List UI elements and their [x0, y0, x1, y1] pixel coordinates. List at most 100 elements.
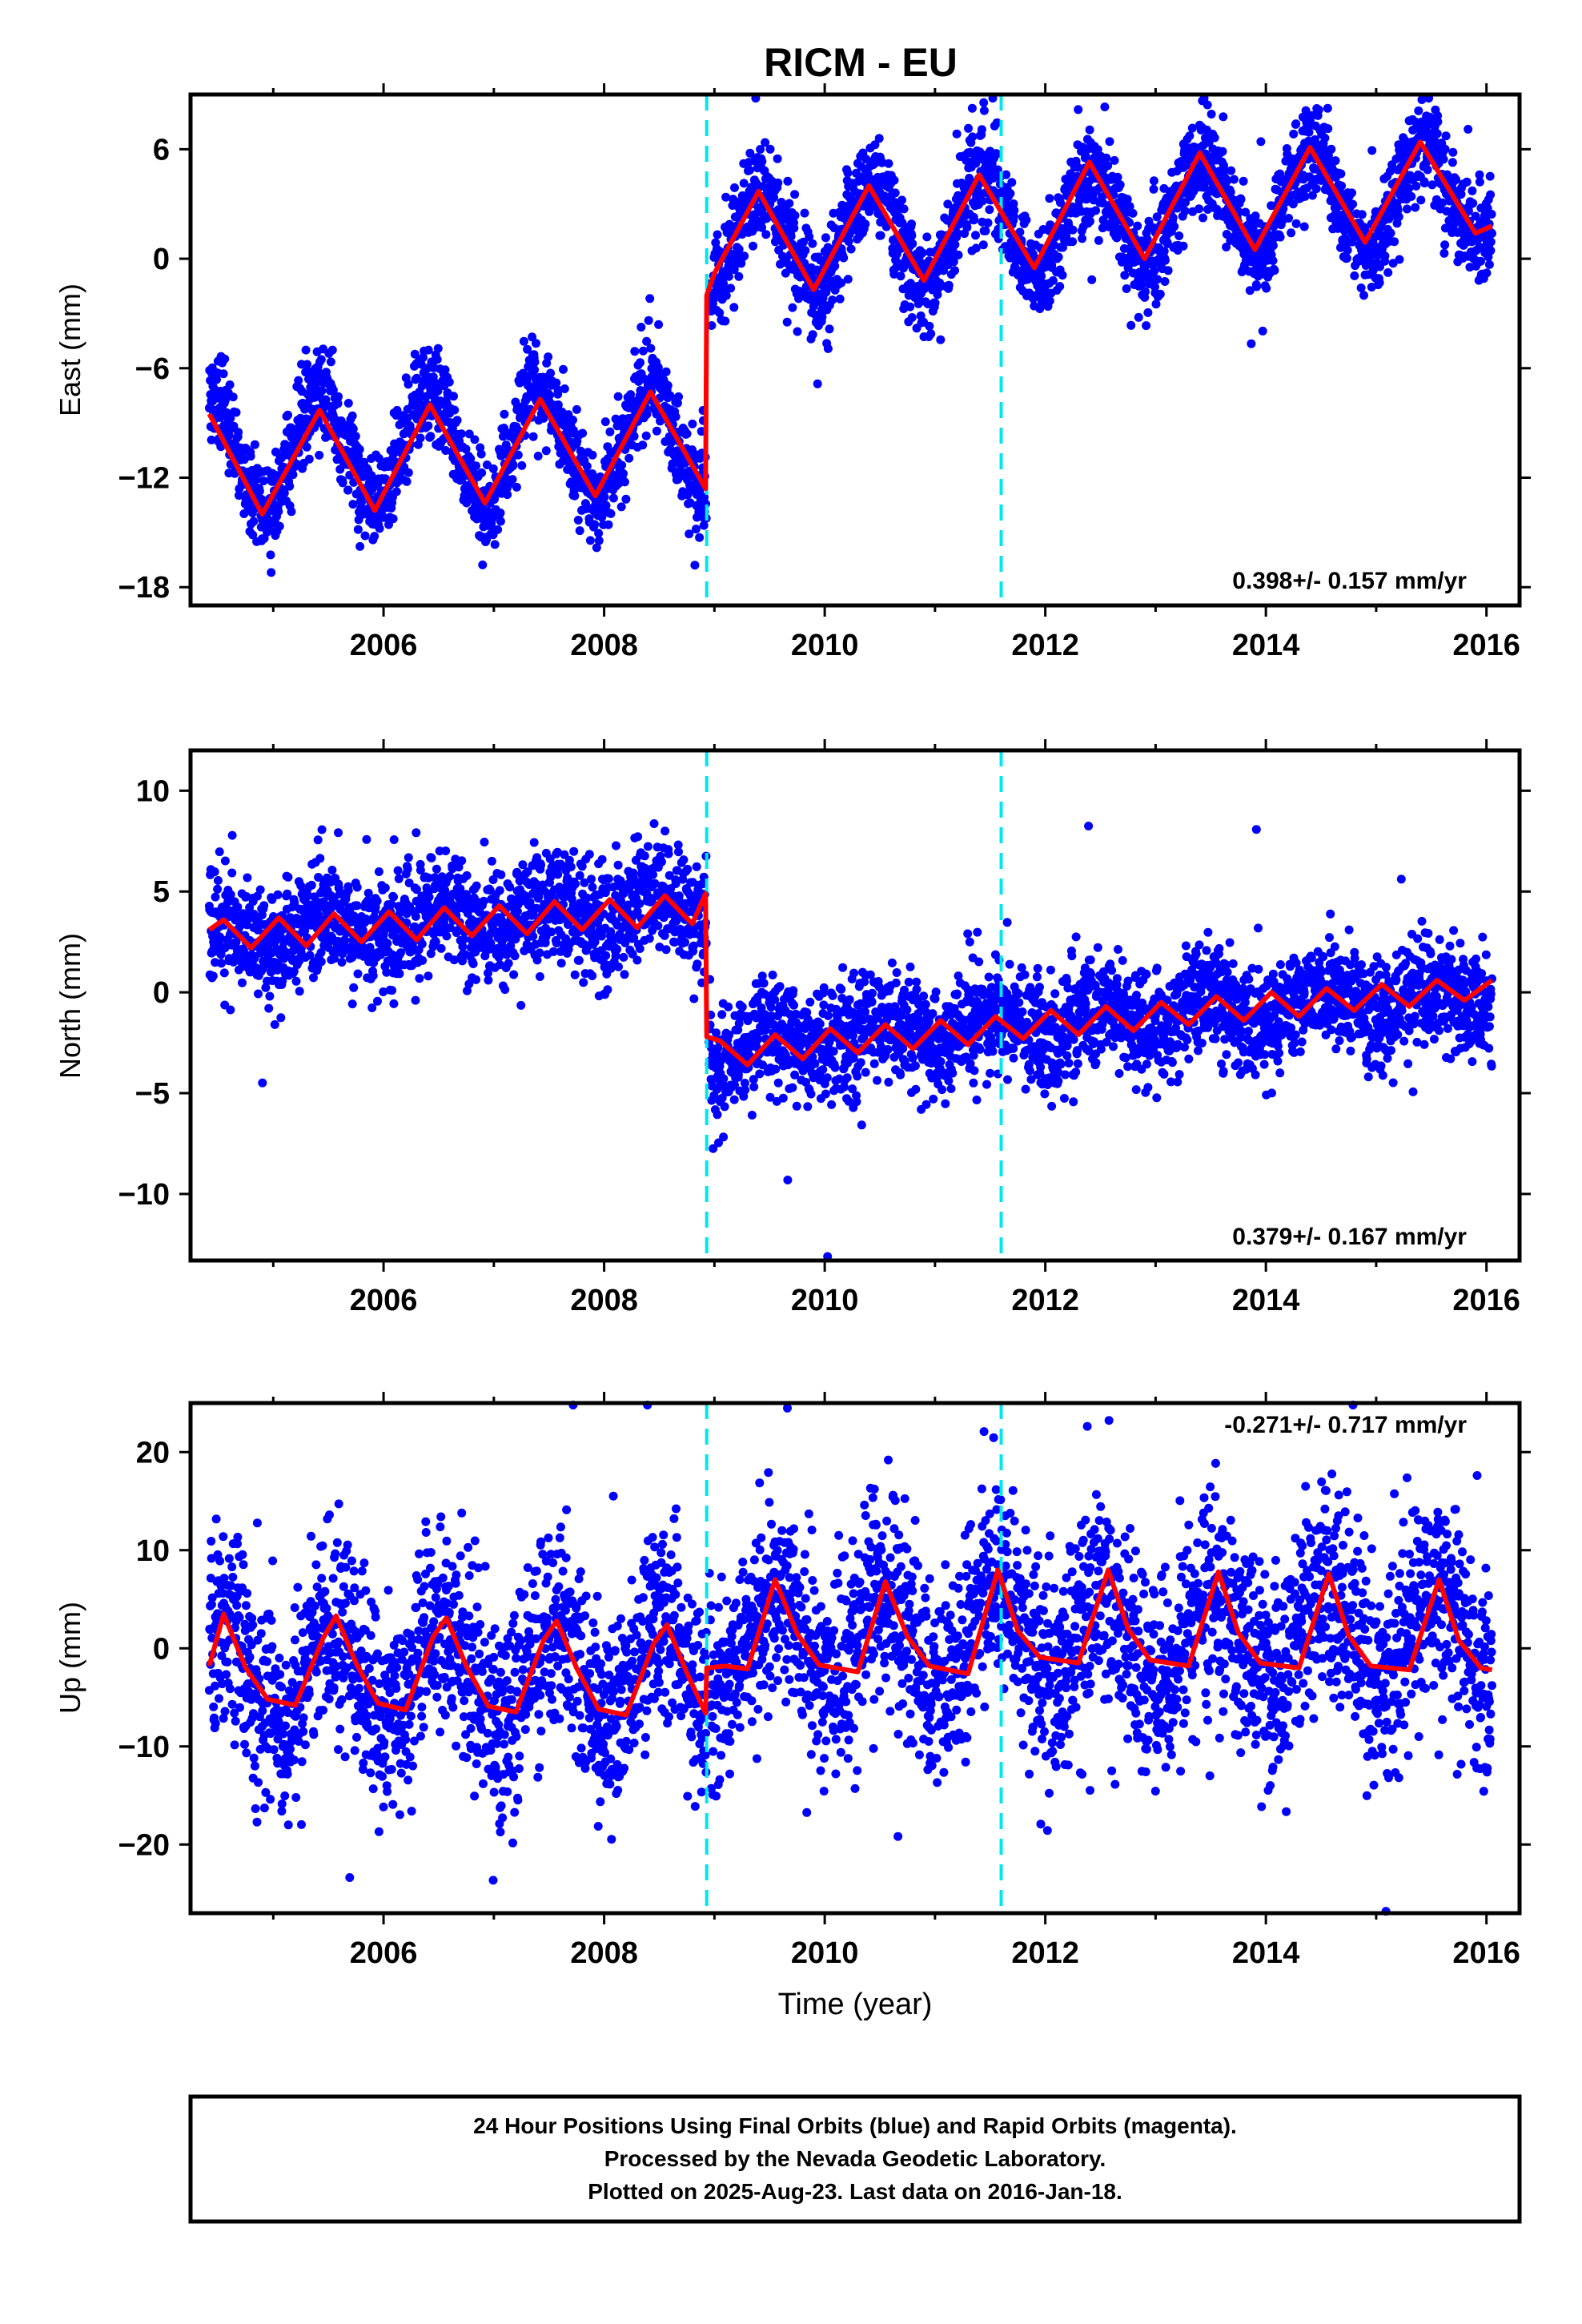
- east-data-point: [740, 251, 749, 260]
- east-data-point: [574, 516, 583, 525]
- east-data-point: [788, 304, 797, 312]
- east-data-point: [789, 223, 798, 232]
- east-data-point: [1002, 171, 1010, 179]
- east-data-point: [1292, 219, 1301, 228]
- east-data-point: [757, 157, 766, 166]
- east-data-point: [783, 177, 792, 186]
- east-data-point: [721, 317, 729, 326]
- east-data-point: [1069, 226, 1078, 235]
- east-data-point: [514, 451, 523, 460]
- east-data-point: [1102, 154, 1110, 163]
- east-data-point: [426, 432, 435, 440]
- east-data-point: [642, 410, 651, 419]
- east-data-point: [477, 468, 486, 477]
- east-data-point: [1046, 296, 1054, 305]
- east-data-point: [908, 239, 917, 248]
- east-data-point: [830, 262, 839, 271]
- east-data-point: [1122, 284, 1131, 293]
- east-data-point: [891, 188, 900, 197]
- east-data-point: [318, 386, 327, 395]
- east-data-point: [355, 542, 364, 551]
- east-data-point: [950, 266, 959, 275]
- east-data-point: [445, 378, 454, 387]
- east-data-point: [1287, 228, 1295, 237]
- east-data-point: [925, 322, 934, 331]
- east-data-point: [1022, 215, 1030, 224]
- east-data-point: [662, 368, 671, 376]
- east-data-point: [801, 209, 809, 218]
- east-data-point: [809, 330, 817, 339]
- east-data-point: [1185, 131, 1194, 140]
- east-data-point: [334, 392, 343, 401]
- east-data-point: [229, 392, 238, 401]
- east-data-point: [1284, 214, 1293, 223]
- east-data-point: [821, 233, 830, 242]
- east-data-point: [457, 429, 466, 438]
- east-data-point: [1152, 300, 1161, 308]
- east-data-point: [1269, 241, 1278, 250]
- east-data-point: [674, 392, 683, 401]
- east-data-point: [404, 380, 413, 388]
- east-data-point: [348, 412, 357, 420]
- east-data-point: [496, 509, 505, 517]
- east-data-point: [605, 428, 614, 436]
- east-data-point: [1301, 192, 1310, 201]
- east-data-point: [508, 460, 517, 469]
- east-data-point: [470, 435, 479, 444]
- east-data-point: [954, 251, 963, 259]
- east-data-point: [908, 313, 917, 322]
- east-data-point: [884, 159, 893, 168]
- east-data-point: [1114, 173, 1122, 182]
- east-data-point: [1100, 103, 1109, 111]
- east-data-point: [875, 134, 884, 143]
- east-data-point: [839, 254, 848, 263]
- east-data-point: [897, 195, 906, 204]
- east-data-point: [773, 155, 782, 163]
- east-data-point: [601, 417, 610, 426]
- east-data-point: [1087, 275, 1096, 284]
- east-data-point: [595, 537, 604, 545]
- east-data-point: [950, 240, 959, 249]
- east-data-point: [1156, 290, 1165, 299]
- east-data-point: [978, 125, 986, 134]
- east-data-point: [424, 346, 433, 355]
- east-data-point: [1181, 207, 1190, 215]
- east-data-point: [1161, 256, 1170, 265]
- east-data-point: [274, 507, 283, 516]
- east-data-point: [588, 451, 597, 460]
- east-data-point: [1237, 195, 1246, 204]
- east-data-point: [1049, 276, 1058, 285]
- east-data-point: [638, 440, 647, 449]
- east-data-point: [761, 230, 770, 239]
- east-data-point: [808, 239, 817, 248]
- east-data-point: [907, 219, 916, 228]
- east-data-point: [962, 223, 971, 231]
- east-data-point: [861, 219, 869, 228]
- east-data-point: [349, 424, 358, 433]
- east-data-point: [315, 451, 323, 460]
- east-data-point: [713, 231, 722, 239]
- east-data-point: [500, 410, 508, 419]
- east-data-point: [287, 507, 296, 516]
- east-data-point: [424, 421, 432, 430]
- east-data-point: [905, 303, 914, 312]
- east-data-point: [531, 358, 540, 367]
- east-data-point: [544, 352, 552, 361]
- east-data-point: [285, 482, 294, 491]
- east-data-point: [979, 99, 988, 107]
- east-data-point: [621, 495, 630, 504]
- east-data-point: [639, 347, 648, 356]
- east-data-point: [1170, 222, 1178, 231]
- east-data-point: [1106, 137, 1114, 146]
- east-data-point: [1086, 126, 1094, 135]
- east-data-point: [302, 346, 311, 355]
- east-data-point: [793, 328, 802, 336]
- east-data-point: [926, 329, 935, 338]
- east-data-point: [1315, 106, 1323, 115]
- east-data-point: [220, 355, 229, 364]
- east-data-point: [785, 199, 793, 208]
- east-data-point: [1150, 185, 1158, 194]
- east-data-point: [496, 517, 505, 526]
- east-data-point: [695, 533, 704, 542]
- east-data-point: [512, 483, 521, 492]
